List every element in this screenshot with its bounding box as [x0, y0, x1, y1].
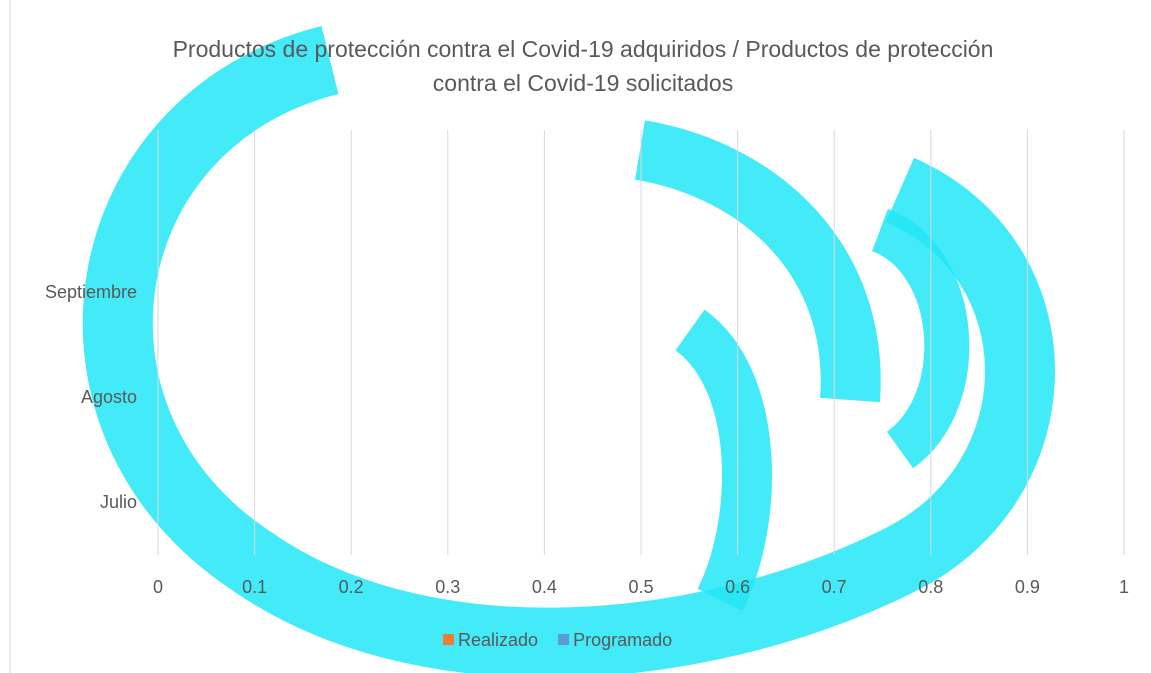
chart-title: Productos de protección contra el Covid-…: [150, 32, 1016, 100]
y-tick-label: Julio: [100, 492, 137, 512]
x-tick-label: 0.9: [1015, 577, 1040, 597]
x-tick-label: 0.2: [339, 577, 364, 597]
x-tick-label: 1: [1119, 577, 1129, 597]
y-tick-label: Septiembre: [45, 282, 137, 302]
legend-label: Realizado: [458, 630, 538, 650]
x-tick-label: 0: [153, 577, 163, 597]
x-tick-label: 0.7: [822, 577, 847, 597]
legend-swatch: [443, 634, 454, 645]
x-tick-label: 0.6: [725, 577, 750, 597]
watermark: [118, 60, 1020, 643]
legend-swatch: [558, 634, 569, 645]
x-tick-label: 0.8: [918, 577, 943, 597]
chart: 0 0.1 0.2 0.3 0.4 0.5 0.6 0.7 0.8 0.9 1 Julio Agosto…: [0, 0, 1151, 673]
legend-label: Programado: [573, 630, 672, 650]
x-tick-label: 0.3: [435, 577, 460, 597]
y-tick-label: Agosto: [81, 387, 137, 407]
x-tick-label: 0.4: [532, 577, 557, 597]
x-tick-label: 0.1: [242, 577, 267, 597]
x-tick-label: 0.5: [628, 577, 653, 597]
chart-container: 0 0.1 0.2 0.3 0.4 0.5 0.6 0.7 0.8 0.9 1 Julio Agosto…: [0, 0, 1151, 673]
